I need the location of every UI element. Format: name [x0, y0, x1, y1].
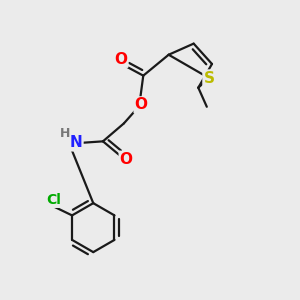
Text: O: O [114, 52, 128, 67]
Text: O: O [120, 152, 133, 167]
Text: Cl: Cl [46, 193, 61, 207]
Text: S: S [203, 70, 214, 86]
Text: O: O [135, 98, 148, 112]
Text: H: H [59, 127, 70, 140]
Text: N: N [70, 135, 83, 150]
